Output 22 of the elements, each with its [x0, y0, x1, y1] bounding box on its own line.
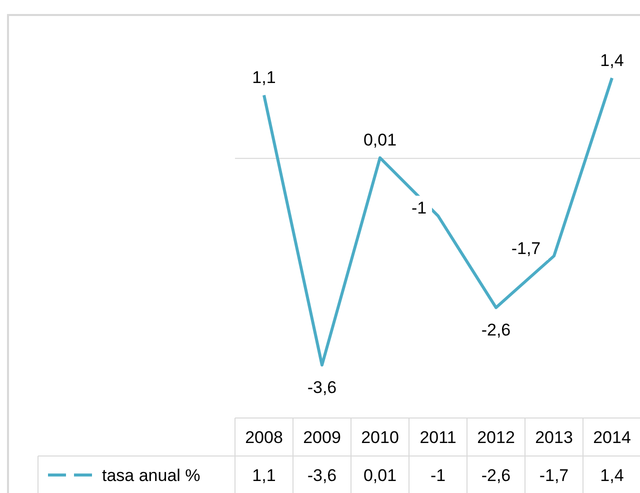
x-tick-label: 2008 — [245, 428, 283, 447]
text: -1,7 — [511, 238, 541, 258]
data-label: 1,1 — [252, 466, 276, 485]
x-tick-label: 2013 — [535, 428, 573, 447]
x-tick-label: 2014 — [593, 428, 631, 447]
data-label: -2,6 — [481, 466, 511, 485]
x-tick-label: 2010 — [361, 428, 399, 447]
x-tick-label: 2011 — [420, 428, 456, 447]
text: -3,6 — [307, 378, 337, 397]
text: -2,6 — [481, 320, 511, 340]
data-label: -1,7 — [539, 466, 569, 485]
legend-label: tasa anual % — [102, 466, 200, 485]
text: 0,01 — [363, 130, 397, 150]
x-tick-label: 2009 — [303, 428, 341, 447]
x-tick-label: 2012 — [477, 428, 515, 447]
text: 1,4 — [600, 50, 624, 70]
data-label: -1 — [430, 466, 446, 485]
data-label: 1,4 — [600, 466, 624, 485]
data-label: 0,01 — [363, 466, 397, 485]
data-label: -3,6 — [307, 466, 337, 485]
text: -1 — [411, 198, 427, 218]
text: 1,1 — [252, 68, 276, 88]
